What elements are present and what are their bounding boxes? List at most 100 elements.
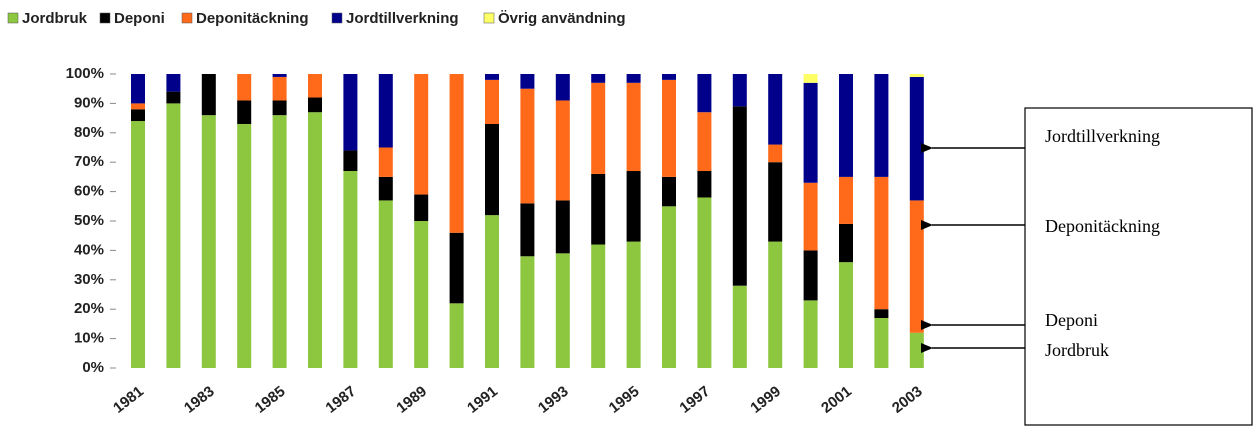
legend-label: Deponitäckning <box>196 10 309 27</box>
bar-segment <box>732 74 747 107</box>
bar-segment <box>272 76 287 101</box>
bar-segment <box>909 200 924 333</box>
bar-segment <box>449 232 464 304</box>
bar-segment <box>803 182 818 251</box>
bar-segment <box>909 74 924 77</box>
bar-segment <box>874 176 889 310</box>
bar-segment <box>520 256 535 368</box>
bar-segment <box>697 171 712 198</box>
bar-segment <box>131 74 145 104</box>
bar-segment <box>308 97 322 113</box>
bar-segment <box>626 241 641 368</box>
annotation-box <box>1024 107 1253 426</box>
bar-segment <box>237 123 252 368</box>
bar-segment <box>591 244 606 368</box>
bar-segment <box>555 100 570 201</box>
bar-segment <box>166 91 181 104</box>
bar-segment <box>414 194 429 221</box>
bar-segment <box>662 74 676 80</box>
bar-segment <box>839 176 853 224</box>
y-tick-label: 30% <box>74 271 104 288</box>
bar-segment <box>803 74 818 83</box>
bar-segment <box>874 74 889 177</box>
y-tick-label: 0% <box>82 359 104 376</box>
bar-segment <box>626 74 641 83</box>
bar-segment <box>131 103 145 110</box>
x-tick-label: 1989 <box>393 383 430 417</box>
bar-segment <box>697 112 712 172</box>
bar-segment <box>308 74 322 98</box>
bar-segment <box>626 171 641 242</box>
bar-segment <box>272 100 287 116</box>
bar-segment <box>378 74 393 148</box>
bar-segment <box>697 74 712 113</box>
bar-segment <box>768 162 783 242</box>
bar-segment <box>662 206 676 368</box>
bar-segment <box>520 88 535 204</box>
bar-segment <box>662 79 676 177</box>
bar-segment <box>343 171 358 368</box>
bar-segment <box>485 215 499 368</box>
bar-segment <box>485 79 499 124</box>
x-tick-label: 1999 <box>747 383 784 417</box>
bar-segment <box>591 173 606 245</box>
bar-segment <box>839 74 853 177</box>
x-tick-label: 1981 <box>110 383 147 417</box>
bar-segment <box>343 150 358 172</box>
y-tick-label: 70% <box>74 153 104 170</box>
legend-label: Övrig användning <box>498 10 626 27</box>
bar-segment <box>414 221 429 368</box>
legend-swatch <box>331 12 343 24</box>
legend-swatch <box>99 12 111 24</box>
bar-segment <box>520 203 535 257</box>
legend-label: Deponi <box>114 10 165 27</box>
bar-segment <box>768 241 783 368</box>
bar-segment <box>839 223 853 263</box>
bar-segment <box>768 144 783 163</box>
bar-segment <box>803 300 818 368</box>
bar-segment <box>874 318 889 368</box>
legend-swatch <box>181 12 193 24</box>
bar-segment <box>201 74 216 116</box>
bar-segment <box>732 285 747 368</box>
bar-segment <box>343 74 358 151</box>
bar-segment <box>485 74 499 80</box>
x-tick-label: 1987 <box>323 383 360 417</box>
bar-segment <box>378 200 393 368</box>
bar-segment <box>803 250 818 301</box>
x-tick-label: 2003 <box>889 383 926 417</box>
bar-segment <box>909 332 924 368</box>
legend-swatch <box>483 12 495 24</box>
bar-segment <box>414 74 429 195</box>
y-tick-label: 10% <box>74 330 104 347</box>
bar-segment <box>237 74 252 101</box>
x-tick-label: 1995 <box>606 383 643 417</box>
bar-segment <box>449 303 464 368</box>
annotation-label: Deponitäckning <box>1045 216 1160 236</box>
x-tick-label: 1991 <box>464 383 501 417</box>
x-tick-label: 1985 <box>252 383 289 417</box>
bar-segment <box>166 103 181 369</box>
bar-segment <box>237 100 252 124</box>
bar-segment <box>378 147 393 177</box>
bar-segment <box>131 109 145 122</box>
x-tick-label: 1997 <box>677 383 714 417</box>
x-tick-label: 1983 <box>181 383 218 417</box>
bar-segment <box>201 115 216 368</box>
bar-segment <box>520 74 535 89</box>
bar-segment <box>626 82 641 172</box>
bar-segment <box>874 309 889 319</box>
bar-segment <box>591 82 606 174</box>
bar-segment <box>697 197 712 368</box>
y-tick-label: 60% <box>74 183 104 200</box>
annotation-label: Jordtillverkning <box>1045 126 1160 146</box>
y-tick-label: 20% <box>74 300 104 317</box>
bar-segment <box>272 74 287 77</box>
y-tick-label: 80% <box>74 124 104 141</box>
bar-segment <box>555 200 570 254</box>
legend-label: Jordtillverkning <box>346 10 459 27</box>
x-tick-label: 1993 <box>535 383 572 417</box>
x-tick-label: 2001 <box>818 383 855 417</box>
y-tick-label: 100% <box>66 65 104 82</box>
